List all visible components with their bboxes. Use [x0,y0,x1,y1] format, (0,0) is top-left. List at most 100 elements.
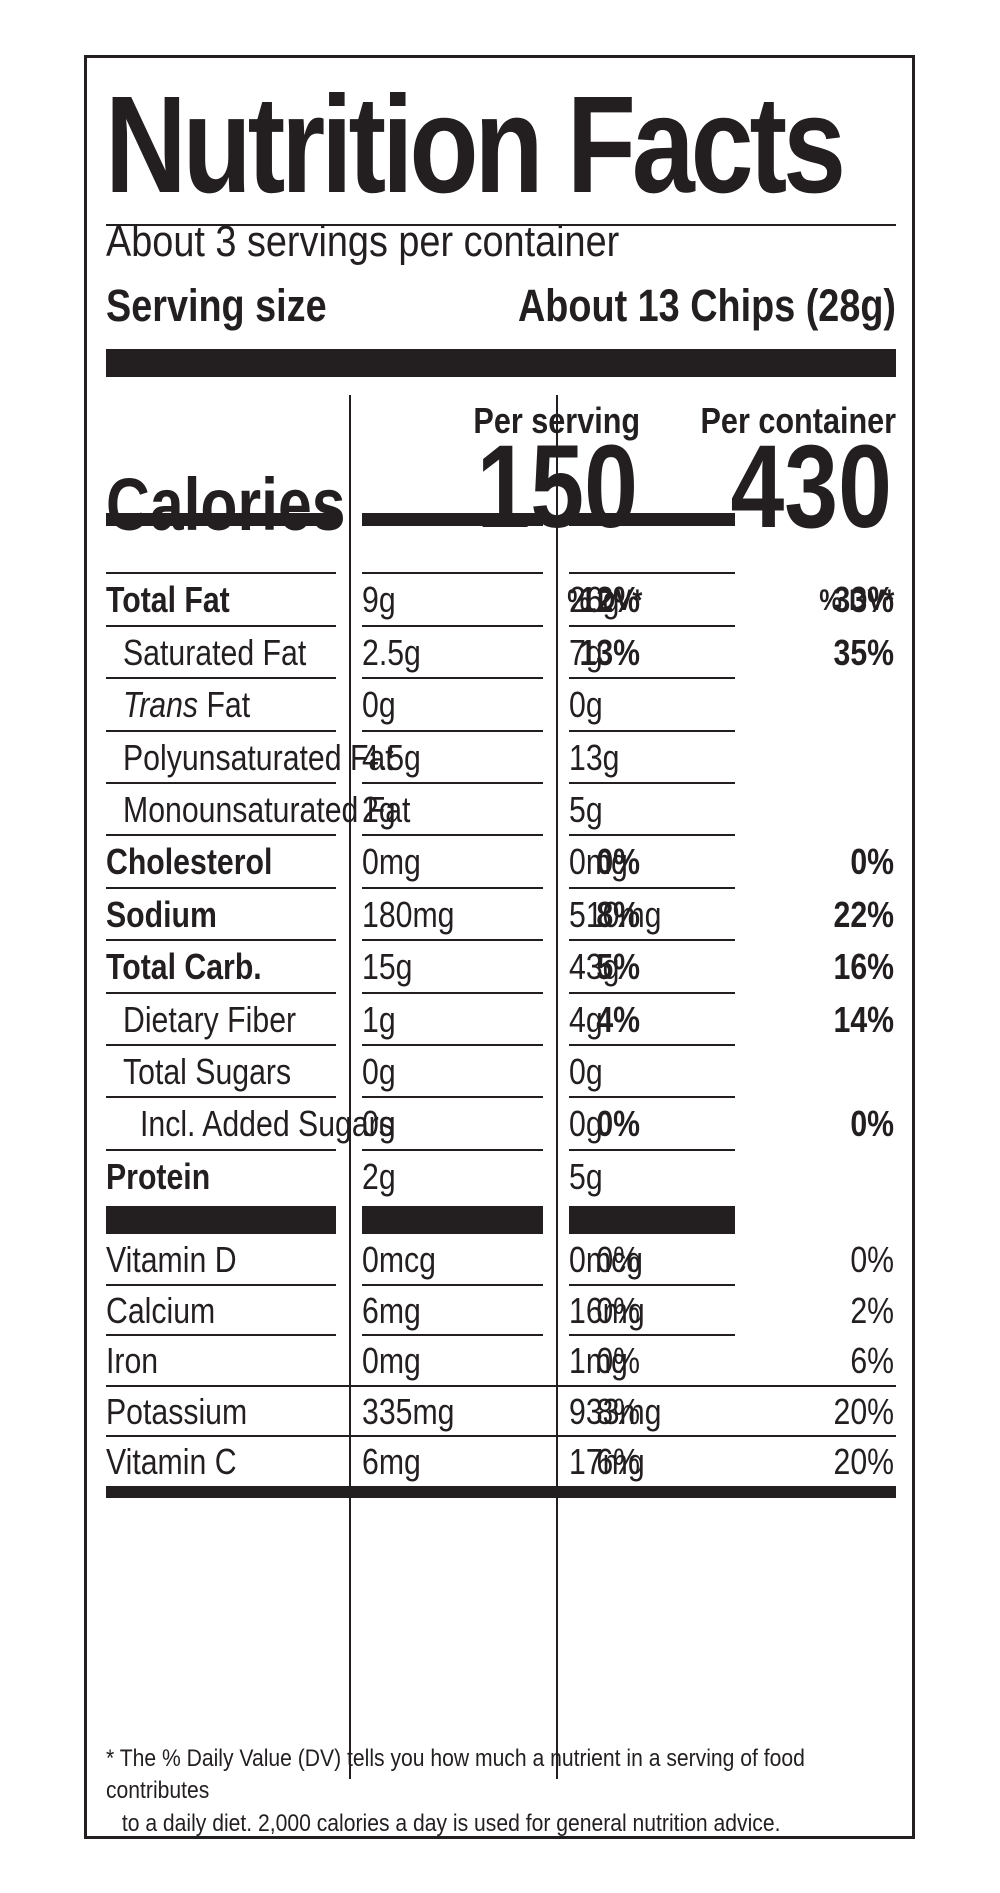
row-rule-name [106,1148,336,1151]
vitamin-row: Iron 0mg 0% 1mg 6% [87,1337,912,1385]
nutrient-name: Trans Fat [123,680,274,730]
container-dv-text: 0% [850,1103,894,1145]
serving-amount: 2g [362,785,402,835]
serving-dv: 0% [588,1236,640,1284]
footnote-line-2: to a daily diet. 2,000 calories a day is… [121,1809,781,1837]
container-dv: 0% [842,1236,894,1284]
container-amount: 4g [569,995,609,1045]
nutrient-name: Polyunsaturated Fat [123,733,445,783]
row-rule-container [569,834,735,837]
container-amount: 0g [569,1099,609,1149]
thick-divider-vitamins-serving [362,1206,543,1234]
row-rule-serving [362,677,543,680]
container-amount-text: 510mg [569,893,662,935]
row-rule-container [569,1096,735,1099]
footnote: * The % Daily Value (DV) tells you how m… [106,1743,810,1840]
row-rule-container [569,991,735,994]
container-dv: 0% [842,837,894,887]
footnote-line-1: * The % Daily Value (DV) tells you how m… [106,1745,805,1805]
vitamin-rule-full [106,1384,896,1387]
serving-dv-text: 5% [596,946,640,988]
container-dv-text: 0% [850,1239,894,1280]
serving-dv-text: 8% [596,1390,640,1432]
nutrient-name: Total Carb. [106,942,291,992]
serving-amount: 4.5g [362,733,432,783]
container-dv-text: 0% [850,841,894,883]
row-rule-name [106,1044,336,1046]
container-amount-text: 5g [569,789,603,830]
serving-size-label: Serving size [106,280,327,331]
row-rule-container [569,1148,735,1151]
serving-amount-text: 4.5g [362,736,421,778]
container-dv: 14% [822,995,894,1045]
serving-dv: 8% [588,1388,640,1436]
nutrient-row: Saturated Fat 2.5g 13% 7g 35% [87,628,912,678]
container-amount-text: 4g [569,998,603,1040]
servings-per-container: About 3 servings per container [106,217,620,266]
nutrient-name: Incl. Added Sugars [140,1099,442,1149]
nutrient-name-text: Saturated Fat [123,631,307,673]
calories-rule-serving [362,513,543,526]
nutrient-name: Total Fat [106,575,253,625]
serving-amount: 335mg [362,1388,472,1436]
serving-amount-text: 2.5g [362,631,421,673]
container-amount-text: 0mcg [569,1239,643,1280]
title-divider [106,224,896,226]
serving-dv-text: 0% [596,1289,640,1331]
vitamin-name-text: Calcium [106,1289,216,1331]
row-rule-container [569,677,735,680]
serving-dv: 8% [588,890,640,940]
vitamin-rule-name [106,1334,336,1336]
serving-amount: 6mg [362,1287,432,1335]
label-title: Nutrition Facts [105,68,846,222]
row-rule-name [106,729,336,732]
container-amount-text: 0g [569,684,603,726]
thick-divider-vitamins-name [106,1206,336,1234]
serving-dv: 13% [568,628,640,678]
serving-amount: 15g [362,942,422,992]
vitamin-name-text: Vitamin C [106,1441,237,1482]
serving-amount: 0g [362,1099,402,1149]
container-amount: 0g [569,1047,609,1097]
per-container-header: Per container [700,400,896,441]
container-dv-text: 35% [833,631,894,673]
serving-amount-text: 15g [362,946,413,988]
row-rule-serving [362,572,543,575]
nutrient-name: Saturated Fat [123,628,341,678]
serving-dv-text: 0% [596,1340,640,1381]
container-dv-text: 14% [833,998,894,1040]
serving-dv: 0% [588,1099,640,1149]
container-amount: 26g [569,575,629,625]
container-dv-text: 6% [850,1340,894,1381]
container-dv-text: 2% [850,1289,894,1331]
nutrient-name-text: Total Carb. [106,946,262,988]
row-rule-name [106,624,336,627]
serving-amount-text: 0mg [362,1340,421,1381]
vitamin-row: Vitamin D 0mcg 0% 0mcg 0% [87,1236,912,1284]
container-amount: 1mg [569,1337,639,1385]
serving-amount: 2g [362,1152,402,1202]
nutrient-name-text: Dietary Fiber [123,998,297,1040]
serving-amount-text: 0g [362,1051,396,1092]
serving-dv: 0% [588,837,640,887]
calories-rule-name [106,513,336,526]
container-amount: 43g [569,942,629,992]
serving-dv: 12% [568,575,640,625]
container-dv: 2% [842,1287,894,1335]
container-amount: 933mg [569,1388,679,1436]
nutrient-name-text: Cholesterol [106,841,273,883]
column-divider-left [349,395,351,1779]
serving-amount: 0mg [362,1337,432,1385]
vitamin-name: Vitamin C [106,1438,261,1486]
nutrient-name-italic: Trans [123,684,199,726]
nutrient-name: Sodium [106,890,238,940]
container-amount: 5g [569,785,609,835]
container-amount: 0mcg [569,1236,657,1284]
container-dv: 6% [842,1337,894,1385]
serving-amount: 6mg [362,1438,432,1486]
serving-dv-text: 0% [596,1239,640,1280]
nutrient-row: Total Carb. 15g 5% 43g 16% [87,942,912,992]
nutrient-name-text: Polyunsaturated Fat [123,736,394,778]
serving-dv-text: 4% [596,998,640,1040]
container-amount-text: 16mg [569,1289,645,1331]
